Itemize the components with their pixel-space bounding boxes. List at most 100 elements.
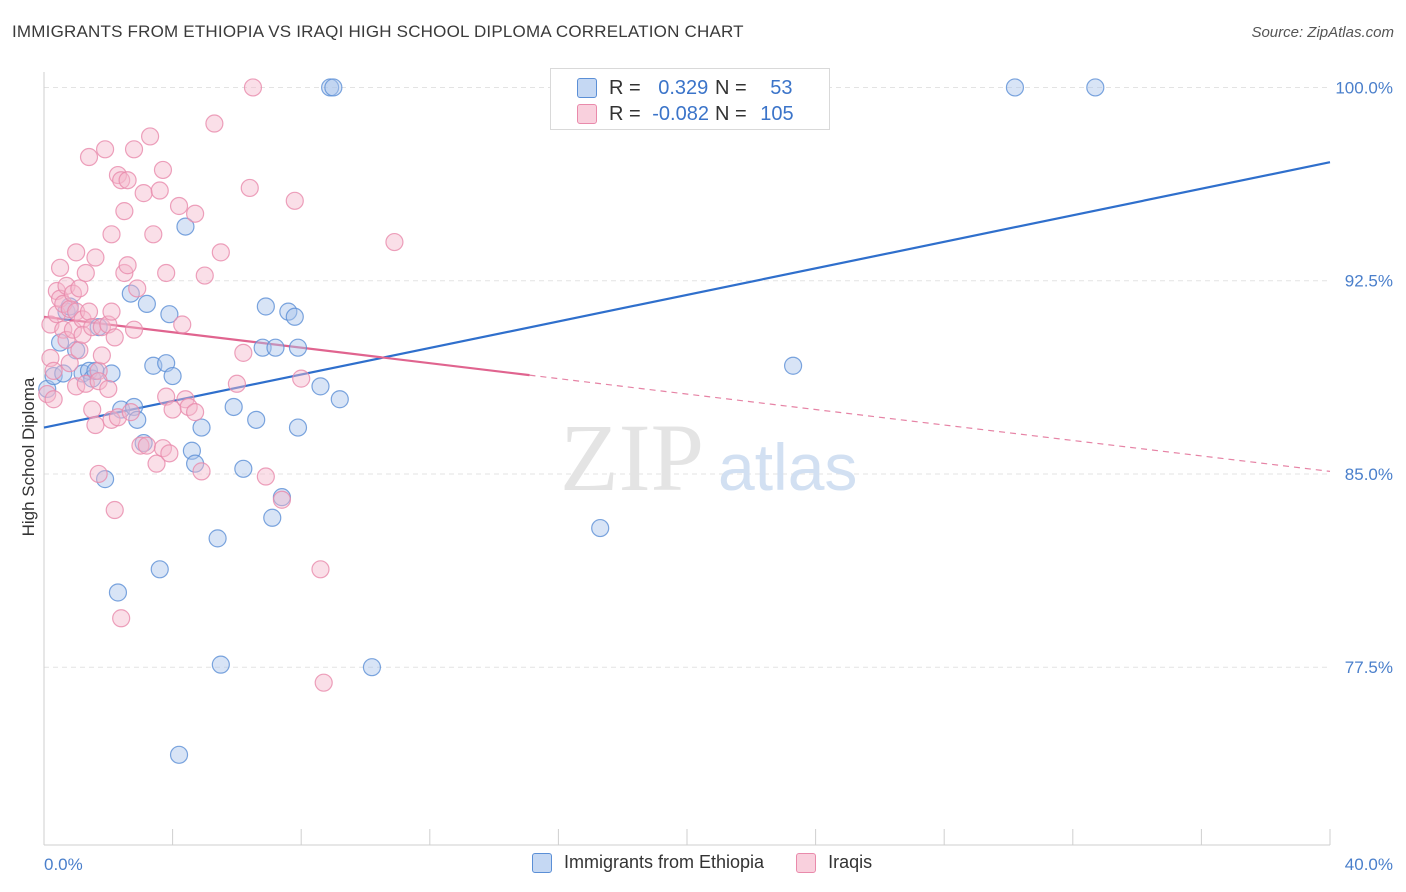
point-ethiopia	[247, 410, 266, 429]
legend-row-ethiopia: R = 0.329 N = 53	[577, 77, 793, 99]
point-iraqis	[256, 467, 275, 486]
point-iraqis	[144, 225, 163, 244]
point-iraqis	[118, 256, 137, 275]
y-axis-label: High School Diploma	[19, 377, 38, 536]
point-iraqis	[128, 279, 147, 298]
legend-swatch-blue	[532, 852, 552, 873]
point-ethiopia	[224, 397, 243, 417]
point-iraqis	[79, 147, 99, 167]
x-tick-label: 0.0%	[44, 855, 83, 874]
legend-r-ethiopia: R = 0.329	[609, 76, 708, 100]
point-iraqis	[112, 171, 131, 190]
point-iraqis	[211, 243, 230, 262]
legend-swatch-pink	[577, 104, 597, 124]
chart-title: IMMIGRANTS FROM ETHIOPIA VS IRAQI HIGH S…	[12, 22, 744, 41]
point-iraqis	[272, 490, 292, 509]
point-iraqis	[186, 204, 205, 223]
point-iraqis	[92, 346, 111, 365]
point-iraqis	[314, 673, 333, 692]
point-iraqis	[54, 320, 73, 339]
correlation-legend: R = 0.329 N = 53 R = -0.082 N = 105	[550, 68, 830, 130]
point-iraqis	[105, 500, 124, 520]
point-iraqis	[240, 178, 259, 198]
legend-item-ethiopia[interactable]: Immigrants from Ethiopia	[532, 852, 764, 873]
point-iraqis	[108, 165, 128, 185]
point-iraqis	[70, 341, 89, 360]
point-iraqis	[44, 390, 63, 409]
point-iraqis	[150, 181, 169, 200]
point-iraqis	[157, 263, 176, 283]
point-iraqis	[89, 372, 108, 391]
point-ethiopia	[163, 366, 182, 386]
point-iraqis	[234, 343, 253, 362]
point-ethiopia	[288, 338, 308, 357]
point-ethiopia	[150, 560, 169, 579]
point-iraqis	[102, 302, 121, 321]
point-ethiopia	[311, 377, 330, 396]
y-tick-label: 92.5%	[1345, 272, 1393, 291]
axes	[43, 72, 1331, 846]
point-iraqis	[285, 191, 304, 210]
point-iraqis	[131, 436, 150, 455]
r-label: R =	[609, 76, 641, 99]
point-ethiopia	[256, 297, 275, 316]
point-iraqis	[153, 160, 173, 180]
point-iraqis	[60, 354, 79, 373]
point-ethiopia	[208, 529, 227, 548]
point-ethiopia	[211, 655, 230, 674]
point-iraqis	[140, 127, 160, 146]
point-ethiopia	[169, 745, 189, 764]
point-iraqis	[115, 202, 134, 221]
legend-n-iraqis: N = 105	[715, 103, 794, 126]
point-ethiopia	[134, 433, 153, 453]
point-iraqis	[89, 464, 108, 484]
point-iraqis	[83, 400, 102, 419]
point-ethiopia	[263, 508, 282, 527]
point-ethiopia	[266, 338, 285, 357]
point-iraqis	[205, 114, 224, 133]
point-ethiopia	[1005, 78, 1025, 97]
x-tick-label: 40.0%	[1345, 855, 1393, 874]
source-label: Source: ZipAtlas.com	[1251, 24, 1394, 41]
point-ethiopia	[192, 418, 211, 437]
point-iraqis	[195, 266, 214, 285]
y-tick-label: 100.0%	[1335, 78, 1393, 97]
point-ethiopia	[137, 294, 156, 313]
point-iraqis	[67, 243, 86, 262]
point-ethiopia	[288, 418, 308, 437]
point-iraqis	[160, 444, 179, 463]
legend-swatch-blue	[577, 78, 597, 98]
point-iraqis	[227, 374, 246, 393]
r-value: 0.329	[658, 76, 709, 99]
point-ethiopia	[108, 583, 128, 602]
point-iraqis	[121, 403, 140, 422]
n-value: 53	[770, 76, 793, 99]
point-iraqis	[70, 279, 89, 298]
point-ethiopia	[324, 78, 343, 97]
point-iraqis	[44, 361, 63, 380]
point-ethiopia	[253, 338, 272, 357]
point-iraqis	[243, 78, 263, 97]
point-iraqis	[192, 462, 211, 481]
point-iraqis	[95, 140, 115, 159]
point-ethiopia	[783, 356, 803, 375]
r-label: R =	[609, 102, 641, 125]
tick-labels: 77.5% 85.0% 92.5% 100.0% 0.0% 40.0%	[44, 78, 1393, 874]
legend-item-iraqis[interactable]: Iraqis	[796, 852, 872, 873]
point-iraqis	[124, 140, 144, 159]
legend-r-iraqis: R = -0.082	[609, 102, 709, 126]
point-iraqis	[105, 328, 124, 347]
r-value: -0.082	[652, 102, 709, 125]
point-iraqis	[76, 263, 95, 283]
point-iraqis	[169, 196, 189, 216]
point-iraqis	[79, 302, 99, 321]
watermark: ZIP atlas	[560, 404, 857, 511]
point-iraqis	[173, 315, 192, 334]
trendlines	[43, 161, 1331, 472]
y-tick-label: 85.0%	[1345, 465, 1393, 484]
point-ethiopia	[160, 305, 179, 324]
point-ethiopia	[1086, 78, 1105, 97]
legend-label-iraqis: Iraqis	[828, 852, 873, 872]
point-iraqis	[86, 415, 105, 435]
